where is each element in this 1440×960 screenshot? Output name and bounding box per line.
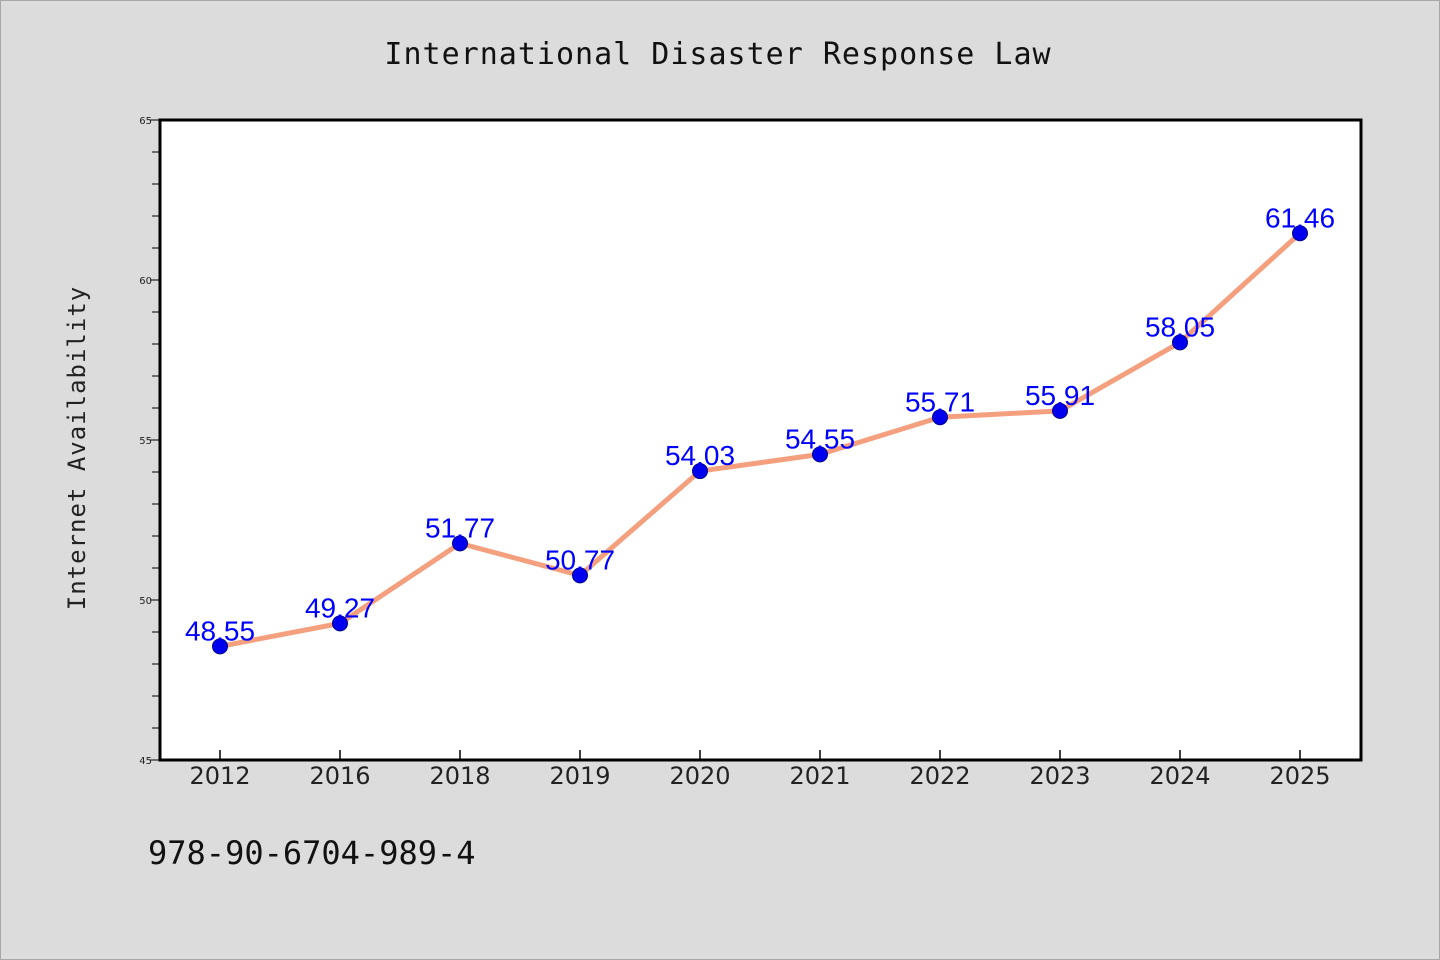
y-tick-label: 55 — [139, 436, 152, 447]
x-tick-label: 2020 — [669, 762, 730, 790]
x-tick-label: 2019 — [549, 762, 610, 790]
series-line — [217, 230, 1303, 649]
x-tick-label: 2025 — [1269, 762, 1330, 790]
data-point — [692, 463, 708, 480]
data-point — [932, 409, 948, 426]
plot-area — [158, 118, 1363, 762]
data-label: 51.77 — [425, 512, 495, 543]
data-point — [1292, 225, 1308, 242]
data-point — [1052, 402, 1068, 419]
series-layer — [212, 225, 1308, 655]
data-label: 55.71 — [905, 386, 975, 417]
data-point — [332, 615, 348, 632]
y-tick-label: 45 — [139, 756, 152, 767]
x-tick-label: 2023 — [1029, 762, 1090, 790]
y-tick-label: 65 — [139, 116, 152, 127]
data-point — [452, 535, 468, 552]
data-point — [572, 567, 588, 584]
x-tick-label: 2018 — [429, 762, 490, 790]
data-label: 49.27 — [305, 592, 375, 623]
y-axis: 45 50 55 60 65 — [139, 116, 160, 767]
x-tick-label: 2012 — [189, 762, 250, 790]
y-tick-label: 50 — [139, 596, 152, 607]
x-axis: 2012 2016 2018 2019 2020 2021 2022 2023 2024 2025 — [189, 750, 1331, 790]
x-tick-label: 2016 — [309, 762, 370, 790]
data-point — [1172, 334, 1188, 351]
x-tick-label: 2022 — [909, 762, 970, 790]
data-point — [212, 638, 228, 655]
data-label: 55.91 — [1025, 380, 1095, 411]
footer-identifier: 978-90-6704-989-4 — [148, 834, 476, 872]
x-tick-label: 2021 — [789, 762, 850, 790]
data-labels: 48.55 49.27 51.77 50.77 54.03 54.55 55.71 55.91… — [185, 202, 1335, 646]
data-label: 61.46 — [1265, 202, 1335, 233]
data-label: 54.55 — [785, 423, 855, 454]
x-tick-label: 2024 — [1149, 762, 1210, 790]
y-axis-label: Internet Availability — [63, 286, 91, 610]
data-point — [812, 446, 828, 463]
data-label: 48.55 — [185, 615, 255, 646]
data-label: 50.77 — [545, 544, 615, 575]
y-tick-label: 60 — [139, 276, 152, 287]
data-label: 54.03 — [665, 440, 735, 471]
chart-title: International Disaster Response Law — [384, 37, 1051, 72]
data-label: 58.05 — [1145, 311, 1215, 342]
